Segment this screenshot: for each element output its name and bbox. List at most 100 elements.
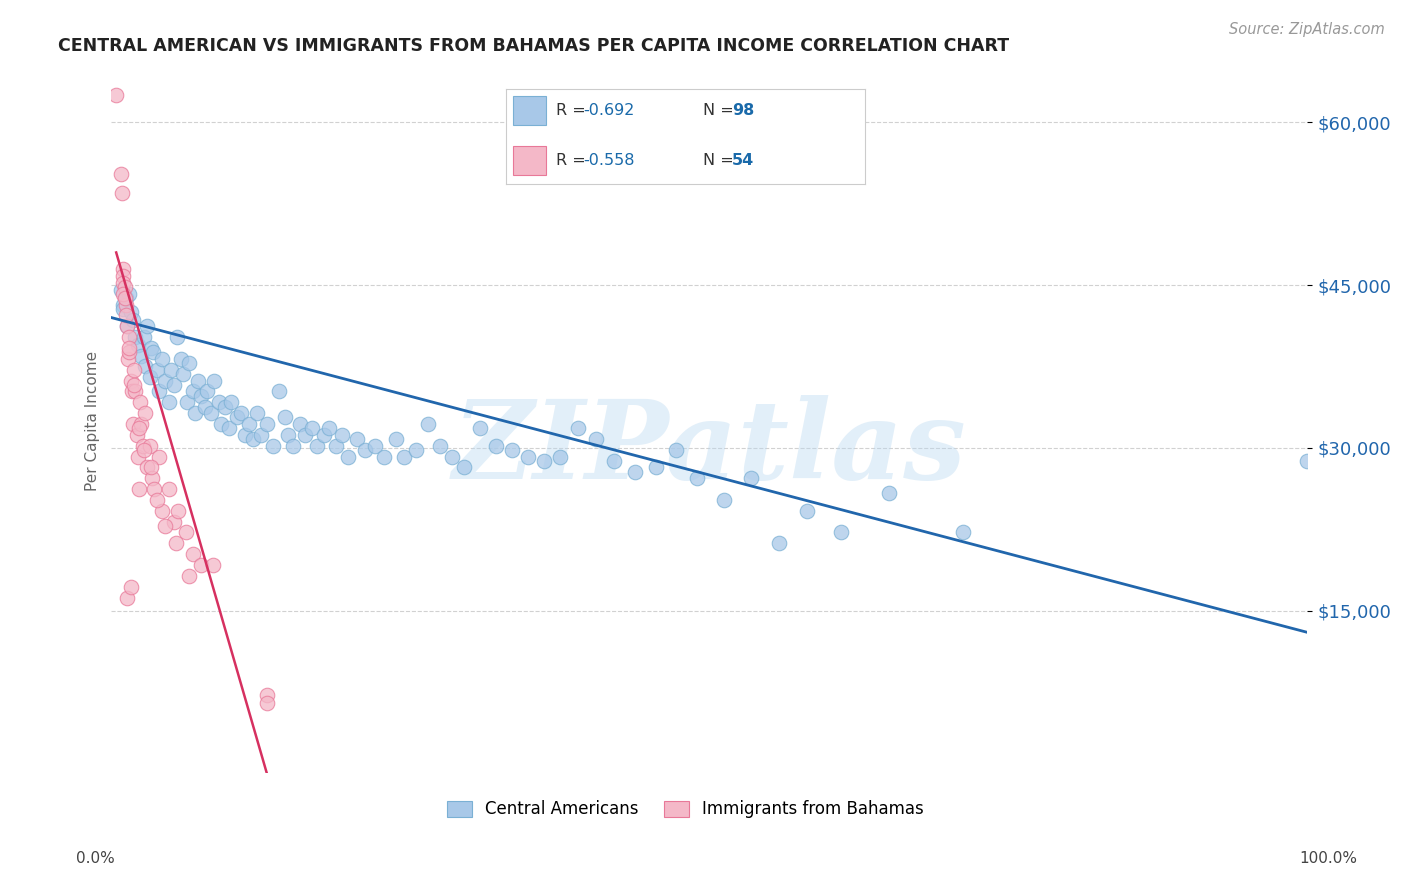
Point bbox=[115, 591, 138, 605]
Point bbox=[567, 421, 589, 435]
Point bbox=[256, 688, 278, 702]
Point bbox=[120, 374, 142, 388]
Point bbox=[200, 406, 222, 420]
Point bbox=[330, 427, 353, 442]
Point bbox=[121, 384, 143, 399]
Point bbox=[146, 492, 169, 507]
Point bbox=[114, 291, 136, 305]
Point bbox=[165, 536, 187, 550]
Point bbox=[118, 330, 141, 344]
Point bbox=[202, 558, 225, 572]
Point bbox=[218, 421, 240, 435]
Point bbox=[202, 374, 225, 388]
Point bbox=[127, 337, 149, 351]
Point bbox=[796, 504, 818, 518]
Point bbox=[146, 362, 169, 376]
Point bbox=[110, 284, 132, 298]
Point bbox=[118, 345, 141, 359]
Text: 100.0%: 100.0% bbox=[1299, 851, 1358, 865]
Point bbox=[208, 395, 231, 409]
Point bbox=[166, 330, 188, 344]
Point bbox=[548, 450, 571, 464]
Point bbox=[128, 482, 150, 496]
Point bbox=[1296, 454, 1319, 468]
Point bbox=[115, 319, 138, 334]
Point bbox=[768, 536, 790, 550]
Point bbox=[190, 389, 212, 403]
Point bbox=[117, 351, 139, 366]
Point bbox=[132, 330, 155, 344]
Point bbox=[139, 341, 162, 355]
Point bbox=[150, 504, 173, 518]
Point bbox=[111, 186, 134, 200]
Point bbox=[405, 442, 427, 457]
Point bbox=[131, 439, 153, 453]
Point bbox=[124, 330, 146, 344]
Point bbox=[118, 286, 141, 301]
Point bbox=[226, 410, 249, 425]
Point bbox=[219, 395, 242, 409]
Point bbox=[644, 460, 666, 475]
Point bbox=[134, 406, 156, 420]
Point bbox=[134, 359, 156, 374]
Point bbox=[256, 417, 278, 431]
Point bbox=[740, 471, 762, 485]
Point bbox=[148, 450, 170, 464]
Point bbox=[112, 269, 135, 284]
Point bbox=[256, 696, 278, 710]
Point bbox=[877, 486, 900, 500]
Point bbox=[290, 417, 312, 431]
Text: ZIPatlas: ZIPatlas bbox=[453, 395, 966, 503]
Point bbox=[394, 450, 416, 464]
Point bbox=[665, 442, 688, 457]
Point bbox=[122, 362, 145, 376]
Legend: Central Americans, Immigrants from Bahamas: Central Americans, Immigrants from Baham… bbox=[440, 794, 931, 825]
Point bbox=[209, 417, 232, 431]
Point bbox=[686, 471, 709, 485]
Point bbox=[131, 417, 153, 431]
Point bbox=[250, 427, 273, 442]
Point bbox=[186, 374, 208, 388]
Point bbox=[533, 454, 555, 468]
Point bbox=[235, 427, 257, 442]
Point bbox=[262, 439, 284, 453]
Point bbox=[585, 432, 607, 446]
Point bbox=[110, 167, 132, 181]
Point bbox=[157, 482, 180, 496]
Point bbox=[162, 377, 184, 392]
Point bbox=[160, 362, 183, 376]
Point bbox=[122, 377, 145, 392]
Point bbox=[114, 297, 136, 311]
Point bbox=[114, 309, 136, 323]
Point bbox=[155, 374, 177, 388]
Point bbox=[624, 465, 647, 479]
Point bbox=[112, 276, 135, 290]
Point bbox=[501, 442, 523, 457]
Point bbox=[167, 504, 190, 518]
Point bbox=[114, 291, 136, 305]
Point bbox=[441, 450, 464, 464]
Point bbox=[120, 305, 142, 319]
Point bbox=[246, 406, 269, 420]
Point bbox=[363, 439, 385, 453]
Point bbox=[172, 367, 194, 381]
Point bbox=[952, 525, 974, 540]
Point bbox=[138, 370, 160, 384]
Point bbox=[294, 427, 316, 442]
Point bbox=[138, 439, 160, 453]
Y-axis label: Per Capita Income: Per Capita Income bbox=[86, 351, 100, 491]
Point bbox=[179, 356, 201, 370]
Point bbox=[128, 421, 150, 435]
Text: CENTRAL AMERICAN VS IMMIGRANTS FROM BAHAMAS PER CAPITA INCOME CORRELATION CHART: CENTRAL AMERICAN VS IMMIGRANTS FROM BAHA… bbox=[58, 37, 1008, 55]
Point bbox=[373, 450, 395, 464]
Point bbox=[124, 384, 146, 399]
Point bbox=[112, 301, 135, 316]
Point bbox=[229, 406, 252, 420]
Point bbox=[112, 261, 135, 276]
Point bbox=[195, 384, 218, 399]
Point bbox=[125, 427, 148, 442]
Point bbox=[277, 427, 299, 442]
Point bbox=[112, 297, 135, 311]
Point bbox=[337, 450, 360, 464]
Point bbox=[170, 351, 193, 366]
